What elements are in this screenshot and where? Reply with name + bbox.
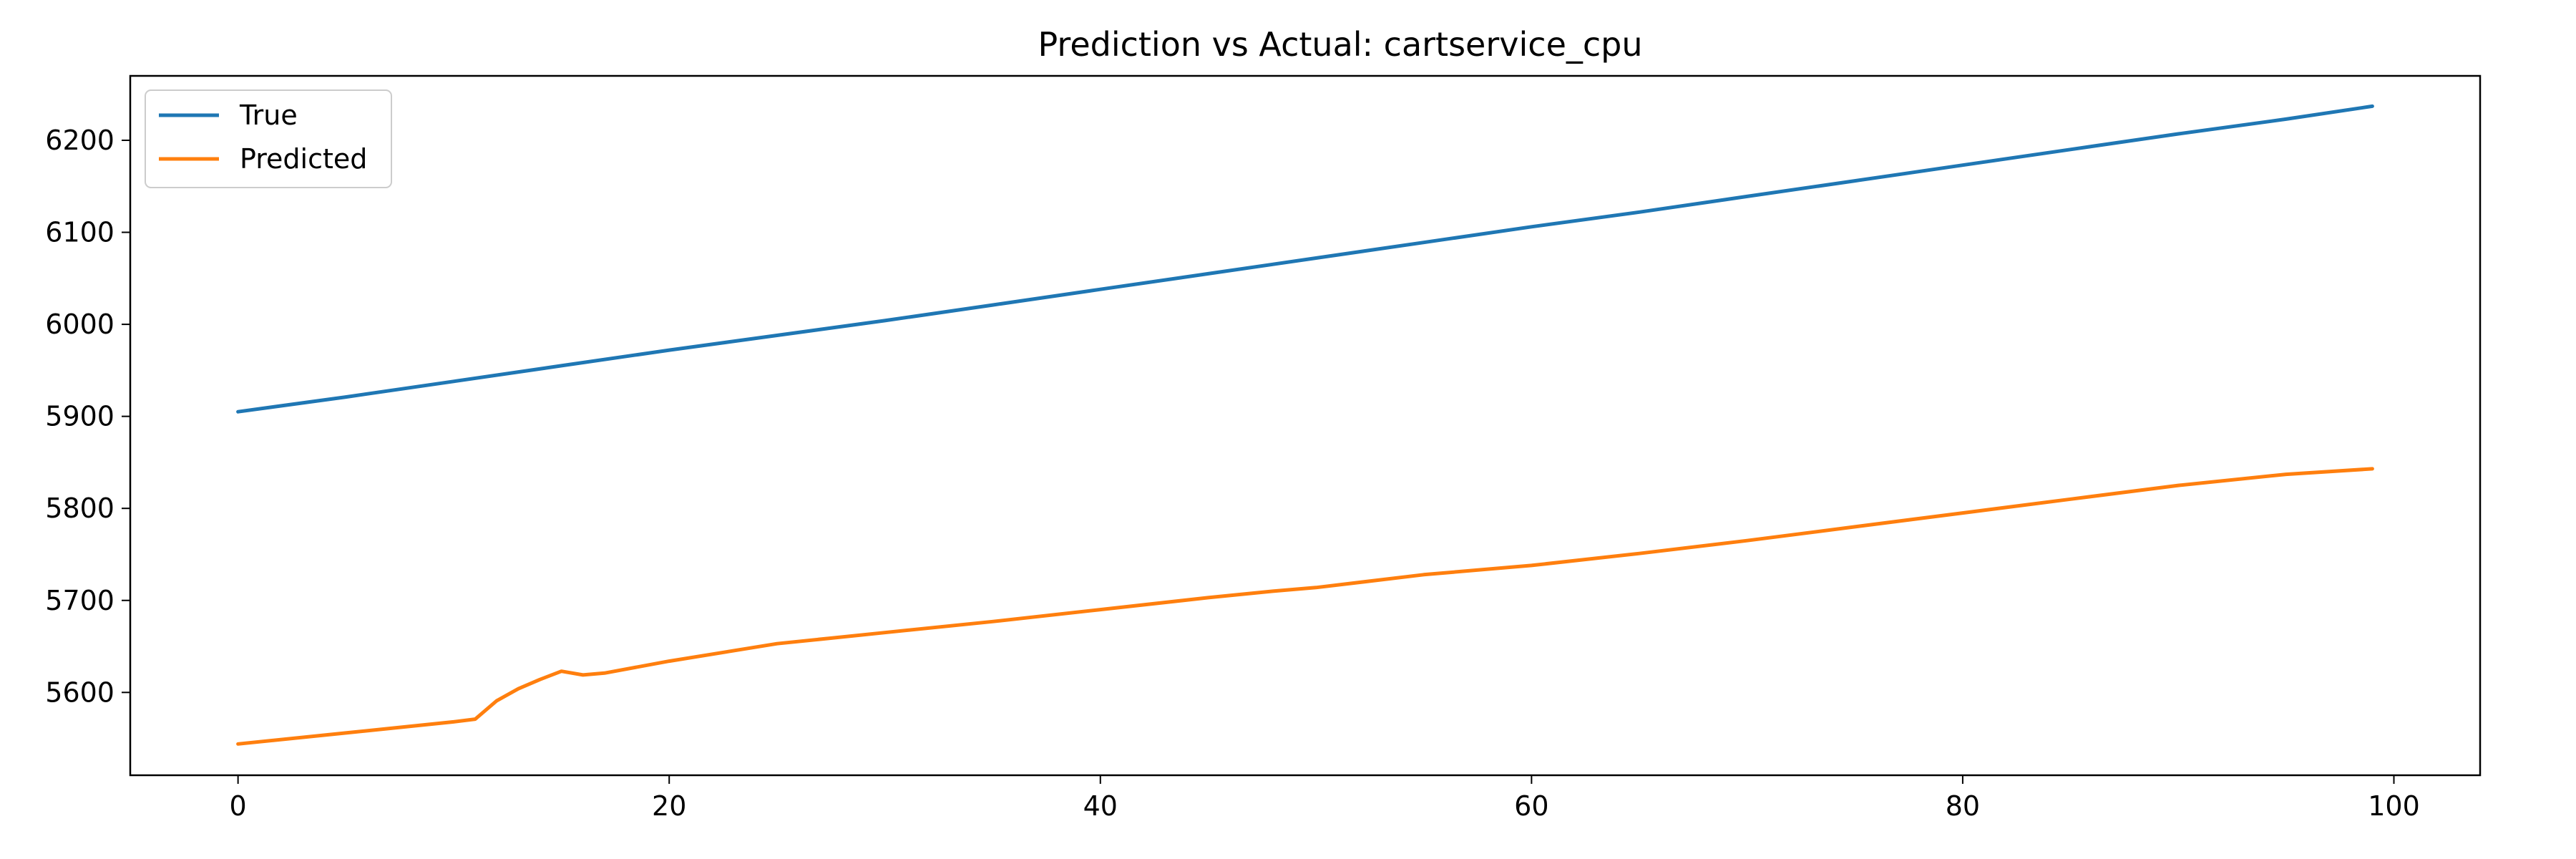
legend-label-predicted: Predicted: [240, 143, 367, 175]
x-tick-label: 0: [230, 790, 247, 822]
x-tick-label: 40: [1083, 790, 1118, 822]
y-tick-label: 5700: [45, 585, 114, 616]
y-tick-label: 6000: [45, 309, 114, 340]
x-tick-label: 80: [1946, 790, 1980, 822]
y-axis: 5600 5700 5800 5900 6000 6100 6200: [45, 125, 130, 708]
series-line-true: [236, 104, 2374, 414]
y-tick-label: 6100: [45, 217, 114, 248]
series-line-predicted: [236, 467, 2374, 746]
x-axis: 0 20 40 60 80 100: [230, 775, 2420, 822]
x-tick-label: 100: [2368, 790, 2420, 822]
x-tick-label: 20: [652, 790, 686, 822]
legend-label-true: True: [239, 100, 298, 131]
legend: True Predicted: [145, 89, 392, 188]
y-tick-label: 6200: [45, 125, 114, 156]
y-tick-label: 5600: [45, 676, 114, 708]
y-tick-label: 5800: [45, 492, 114, 524]
chart-title: Prediction vs Actual: cartservice_cpu: [1038, 25, 1642, 64]
series-layer: [236, 104, 2374, 746]
plot-area: [129, 74, 2482, 777]
y-tick-label: 5900: [45, 401, 114, 432]
x-tick-label: 60: [1514, 790, 1548, 822]
